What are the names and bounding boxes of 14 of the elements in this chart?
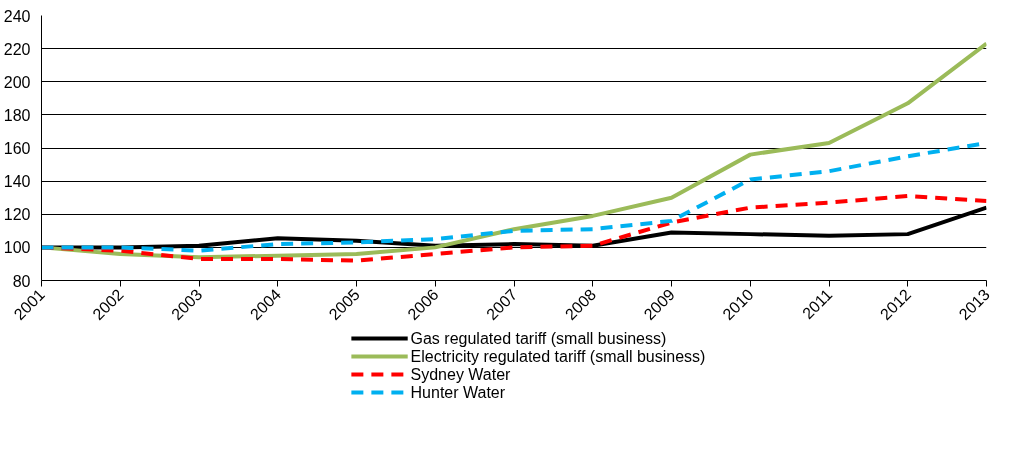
legend-label: Sydney Water [410,366,512,383]
y-tick-label: 240 [3,7,31,25]
legend-label: Gas regulated tariff (small business) [410,330,667,347]
y-tick-label: 120 [3,206,31,224]
legend-label: Electricity regulated tariff (small business) [410,348,706,365]
legend-label: Hunter Water [410,384,506,401]
y-tick-label: 180 [3,106,31,124]
y-tick-label: 160 [3,140,31,157]
y-tick-label: 140 [3,173,31,191]
line-series [41,41,987,260]
y-tick-label: 100 [3,239,31,257]
y-tick-label: 200 [3,73,31,91]
y-tick-label: 80 [12,272,31,290]
y-tick-label: 220 [3,40,31,58]
